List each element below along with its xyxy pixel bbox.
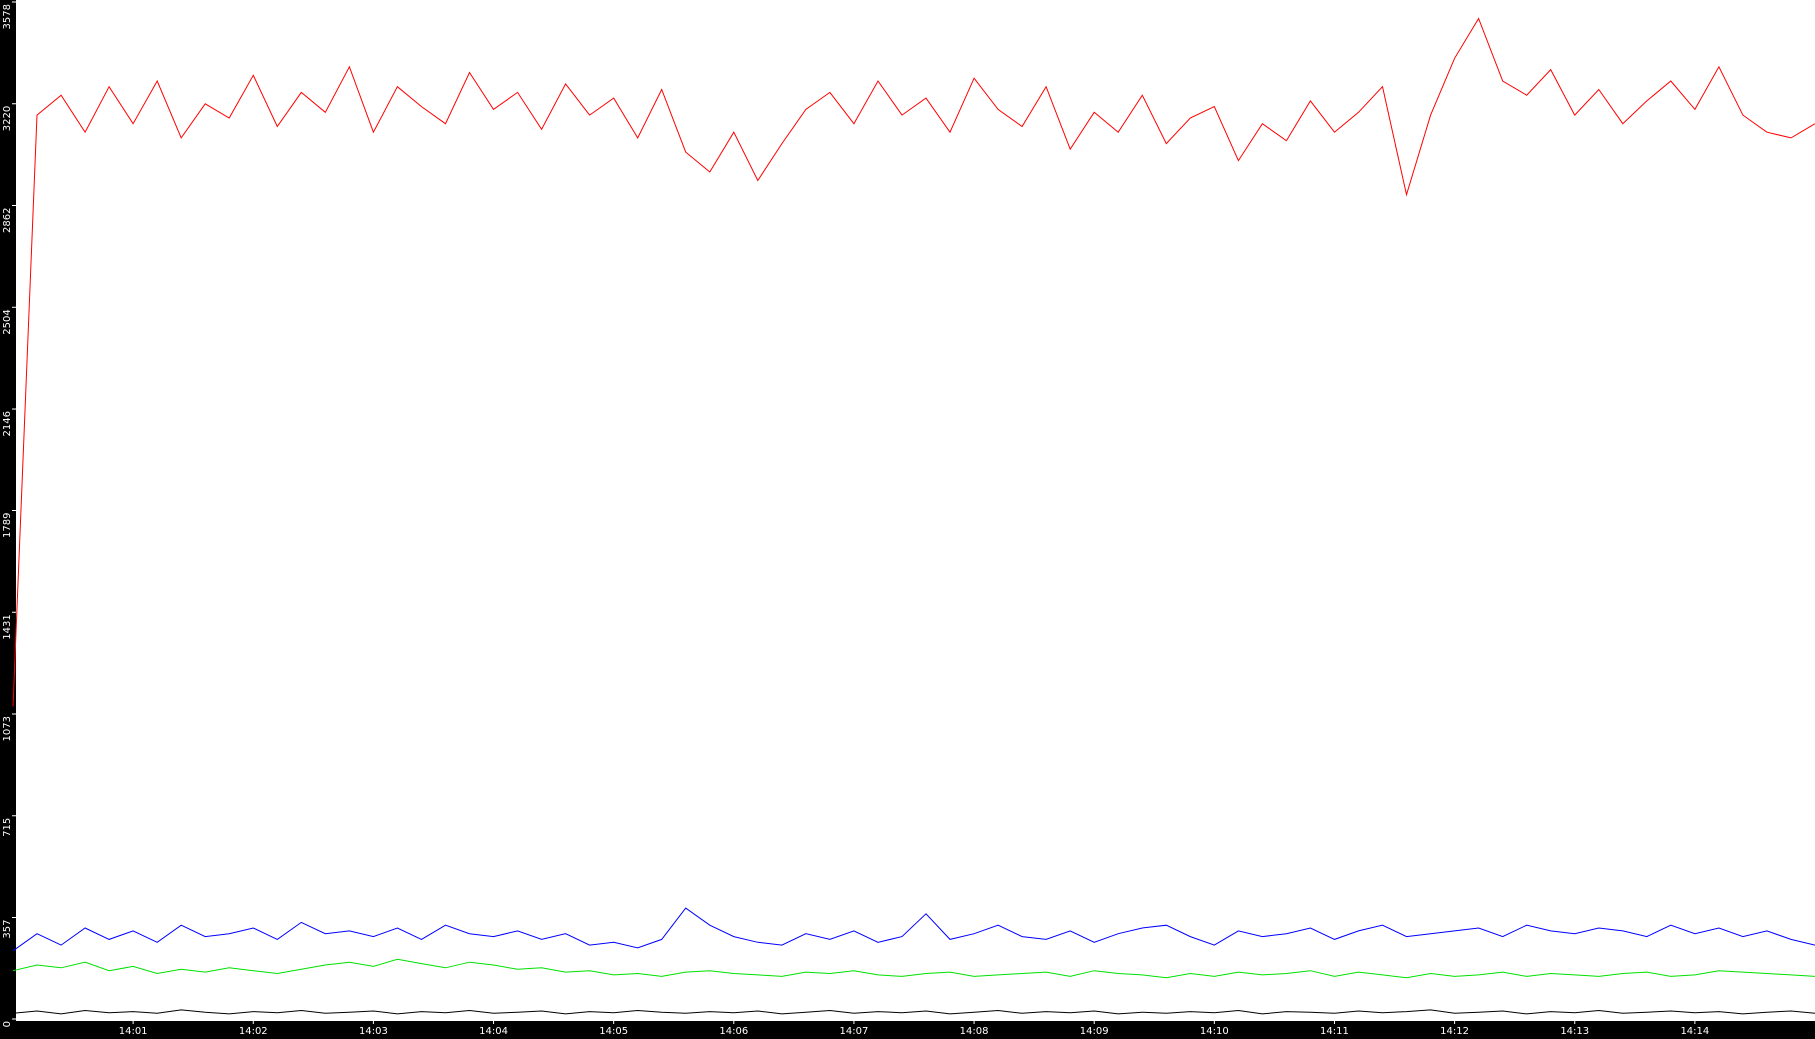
series-line — [12, 907, 1815, 952]
y-tick-label: 1431 — [2, 614, 13, 639]
x-tick-label: 14:09 — [1080, 1026, 1109, 1037]
y-tick-label: 357 — [2, 920, 13, 939]
series-line — [12, 17, 1815, 707]
y-axis-bar — [0, 0, 16, 1039]
y-tick-label: 1789 — [2, 513, 13, 538]
x-tick-label: 14:02 — [239, 1026, 268, 1037]
x-tick-label: 14:10 — [1200, 1026, 1229, 1037]
y-tick-label: 2504 — [2, 309, 13, 334]
x-tick-label: 14:05 — [599, 1026, 628, 1037]
x-tick-label: 14:03 — [359, 1026, 388, 1037]
y-tick-label: 3578 — [2, 4, 13, 29]
y-tick-label: 2862 — [2, 208, 13, 233]
x-tick-label: 14:13 — [1560, 1026, 1589, 1037]
x-tick-label: 14:11 — [1320, 1026, 1349, 1037]
y-tick-label: 2146 — [2, 411, 13, 436]
x-tick-label: 14:04 — [479, 1026, 508, 1037]
x-tick-label: 14:01 — [119, 1026, 148, 1037]
x-tick-label: 14:07 — [840, 1026, 869, 1037]
y-tick-label: 0 — [2, 1021, 13, 1027]
y-tick-label: 3220 — [2, 106, 13, 131]
x-tick-label: 14:14 — [1680, 1026, 1709, 1037]
x-tick-label: 14:12 — [1440, 1026, 1469, 1037]
y-tick-label: 1073 — [2, 716, 13, 741]
x-tick-label: 14:06 — [719, 1026, 748, 1037]
x-axis-bar — [0, 1021, 1815, 1039]
x-tick-label: 14:08 — [960, 1026, 989, 1037]
series-line — [12, 958, 1815, 979]
y-tick-label: 715 — [2, 818, 13, 837]
series-line — [12, 1009, 1815, 1015]
